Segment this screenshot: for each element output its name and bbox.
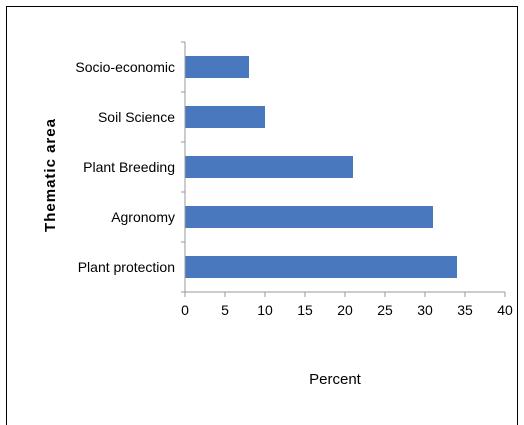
- y-categories-group: Plant protection Agronomy Plant Breeding So…: [75, 41, 185, 293]
- x-tick-label: 10: [257, 302, 273, 318]
- bar: [185, 206, 433, 228]
- category-label: Plant protection: [78, 259, 175, 275]
- x-ticks-group: 0 5 10 15 20 25 30 35 40: [181, 292, 513, 318]
- category-label: Agronomy: [111, 209, 175, 225]
- y-axis-title: Thematic area: [42, 118, 59, 232]
- x-tick-label: 15: [297, 302, 313, 318]
- bars-group: [185, 56, 457, 278]
- bar: [185, 56, 249, 78]
- bar: [185, 106, 265, 128]
- x-tick-label: 35: [457, 302, 473, 318]
- bar: [185, 156, 353, 178]
- x-tick-label: 40: [497, 302, 513, 318]
- x-tick-label: 5: [221, 302, 229, 318]
- bar: [185, 256, 457, 278]
- category-label: Plant Breeding: [83, 159, 175, 175]
- x-axis-title: Percent: [309, 371, 362, 388]
- category-label: Socio-economic: [75, 59, 175, 75]
- x-tick-label: 25: [377, 302, 393, 318]
- x-tick-label: 0: [181, 302, 189, 318]
- category-label: Soil Science: [98, 109, 175, 125]
- x-tick-label: 30: [417, 302, 433, 318]
- x-tick-label: 20: [337, 302, 353, 318]
